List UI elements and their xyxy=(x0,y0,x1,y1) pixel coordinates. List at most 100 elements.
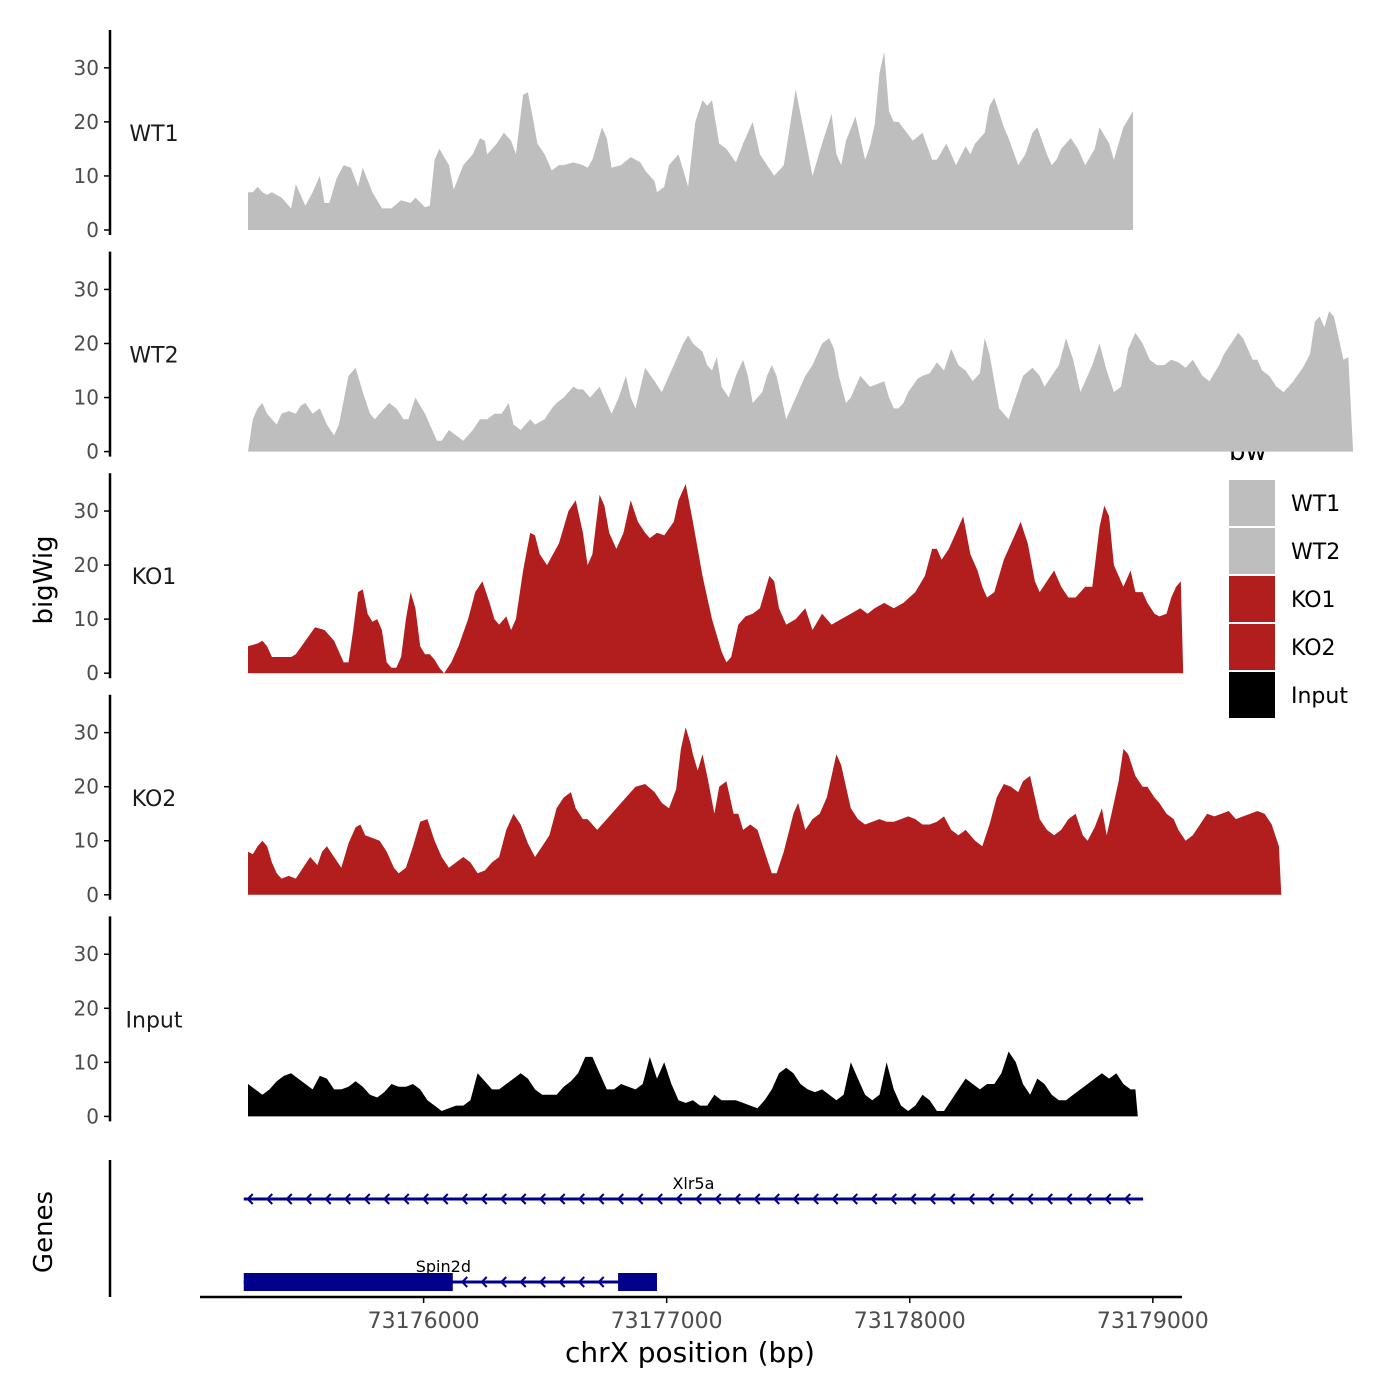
strand-chevron xyxy=(597,1193,605,1205)
track-panel-wt1: 0 10 20 30 WT1 xyxy=(74,30,1133,242)
strand-chevron xyxy=(831,1193,839,1205)
coverage-area-ko1 xyxy=(248,484,1184,674)
y-tick-label: 30 xyxy=(74,499,99,523)
legend-item-ko2: KO2 xyxy=(1229,624,1336,670)
track-label-input: Input xyxy=(126,1008,183,1033)
strand-chevron xyxy=(792,1193,800,1205)
strand-chevron xyxy=(519,1276,527,1288)
x-axis-title: chrX position (bp) xyxy=(565,1336,815,1369)
strand-chevron xyxy=(694,1193,702,1205)
y-tick-label: 0 xyxy=(86,661,99,685)
strand-chevron xyxy=(382,1193,390,1205)
legend-label: Input xyxy=(1291,684,1348,709)
y-tick-label: 0 xyxy=(86,883,99,907)
y-tick-label: 20 xyxy=(74,110,99,134)
strand-chevron xyxy=(363,1193,371,1205)
strand-chevron xyxy=(324,1193,332,1205)
legend-swatch xyxy=(1229,672,1275,718)
strand-chevron xyxy=(1045,1193,1053,1205)
strand-chevron xyxy=(460,1276,468,1288)
y-axis-title: bigWig xyxy=(29,535,59,624)
strand-chevron xyxy=(811,1193,819,1205)
strand-chevron xyxy=(616,1193,624,1205)
track-label-ko1: KO1 xyxy=(132,565,177,590)
strand-chevron xyxy=(909,1193,917,1205)
x-tick-label: 73176000 xyxy=(368,1309,480,1334)
strand-chevron xyxy=(246,1193,254,1205)
legend-swatch xyxy=(1229,576,1275,622)
strand-chevron xyxy=(577,1193,585,1205)
y-tick-label: 20 xyxy=(74,996,99,1020)
gene-xlr5a: Xlr5a xyxy=(243,1174,1144,1205)
strand-chevron xyxy=(558,1193,566,1205)
strand-chevron xyxy=(870,1193,878,1205)
strand-chevron xyxy=(850,1193,858,1205)
strand-chevron xyxy=(987,1193,995,1205)
y-tick-label: 30 xyxy=(74,277,99,301)
legend-swatch xyxy=(1229,624,1275,670)
y-tick-label: 30 xyxy=(74,942,99,966)
strand-chevron xyxy=(460,1193,468,1205)
strand-chevron xyxy=(538,1193,546,1205)
strand-chevron xyxy=(402,1193,410,1205)
strand-chevron xyxy=(304,1193,312,1205)
strand-chevron xyxy=(753,1193,761,1205)
strand-chevron xyxy=(421,1193,429,1205)
coverage-tracks: 0 10 20 30 WT1 0 10 20 30 WT2 0 10 20 30 KO1 0 10 20 30 KO2… xyxy=(74,30,1354,1128)
legend-label: WT2 xyxy=(1291,540,1340,565)
track-label-ko2: KO2 xyxy=(132,787,177,812)
strand-chevron xyxy=(1084,1193,1092,1205)
strand-chevron xyxy=(499,1193,507,1205)
x-tick-label: 73177000 xyxy=(611,1309,723,1334)
strand-chevron xyxy=(577,1276,585,1288)
strand-chevron xyxy=(480,1193,488,1205)
strand-chevron xyxy=(1026,1193,1034,1205)
exon-block xyxy=(618,1273,657,1291)
legend-item-ko1: KO1 xyxy=(1229,576,1336,622)
strand-chevron xyxy=(714,1193,722,1205)
strand-chevron xyxy=(889,1193,897,1205)
y-tick-label: 30 xyxy=(74,721,99,745)
strand-chevron xyxy=(928,1193,936,1205)
strand-chevron xyxy=(772,1193,780,1205)
x-tick-label: 73178000 xyxy=(854,1309,966,1334)
legend: WT1 WT2 KO1 KO2 Input xyxy=(1229,480,1348,718)
strand-chevron xyxy=(441,1193,449,1205)
strand-chevron xyxy=(1123,1193,1131,1205)
gene-name-label: Spin2d xyxy=(416,1257,471,1276)
gene-name-label: Xlr5a xyxy=(672,1174,714,1193)
y-tick-label: 10 xyxy=(74,607,99,631)
legend-swatch xyxy=(1229,528,1275,574)
x-axis: 73176000 73177000 73178000 73179000 xyxy=(200,1295,1209,1334)
strand-chevron xyxy=(1065,1193,1073,1205)
strand-chevron xyxy=(636,1193,644,1205)
y-tick-label: 0 xyxy=(86,1104,99,1128)
strand-chevron xyxy=(655,1193,663,1205)
strand-chevron xyxy=(265,1193,273,1205)
y-tick-label: 10 xyxy=(74,1050,99,1074)
legend-item-input: Input xyxy=(1229,672,1348,718)
gene-track: Xlr5a Spin2d xyxy=(108,1160,1144,1297)
coverage-area-wt1 xyxy=(248,51,1133,230)
strand-chevron xyxy=(480,1276,488,1288)
legend-item-wt2: WT2 xyxy=(1229,528,1340,574)
legend-item-wt1: WT1 xyxy=(1229,480,1340,526)
y-tick-label: 20 xyxy=(74,775,99,799)
strand-chevron xyxy=(597,1276,605,1288)
y-tick-label: 20 xyxy=(74,553,99,577)
coverage-area-wt2 xyxy=(248,311,1354,452)
y-tick-label: 20 xyxy=(74,331,99,355)
strand-chevron xyxy=(538,1276,546,1288)
strand-chevron xyxy=(675,1193,683,1205)
genes-track-title: Genes xyxy=(29,1191,59,1273)
gene-spin2d: Spin2d xyxy=(243,1257,657,1291)
track-panel-wt2: 0 10 20 30 WT2 xyxy=(74,251,1354,464)
exon-block xyxy=(243,1273,453,1291)
track-panel-ko1: 0 10 20 30 KO1 xyxy=(74,473,1184,685)
y-tick-label: 30 xyxy=(74,56,99,80)
track-label-wt2: WT2 xyxy=(129,344,178,369)
strand-chevron xyxy=(948,1193,956,1205)
strand-chevron xyxy=(519,1193,527,1205)
y-tick-label: 10 xyxy=(74,386,99,410)
